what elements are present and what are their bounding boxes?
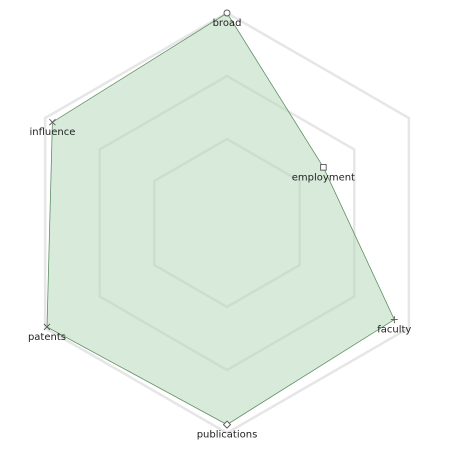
grid-ring-3 xyxy=(43,11,411,435)
axis-label-publications: publications xyxy=(197,430,258,441)
axis-label-influence: influence xyxy=(29,127,75,138)
data-point-publications xyxy=(222,420,232,429)
data-point-broad xyxy=(223,9,231,17)
radar-axis-labels: broad employment faculty publications patent… xyxy=(28,18,412,441)
series-area xyxy=(46,12,395,426)
data-point-patents xyxy=(43,323,51,331)
data-point-faculty xyxy=(390,316,398,324)
axis-label-patents: patents xyxy=(28,332,66,343)
radar-markers xyxy=(43,9,398,429)
radar-series-area xyxy=(46,12,395,426)
axis-label-faculty: faculty xyxy=(377,325,411,336)
axis-label-employment: employment xyxy=(292,172,355,183)
data-point-employment xyxy=(320,164,327,171)
axis-label-broad: broad xyxy=(213,18,242,29)
data-point-influence xyxy=(49,118,56,126)
